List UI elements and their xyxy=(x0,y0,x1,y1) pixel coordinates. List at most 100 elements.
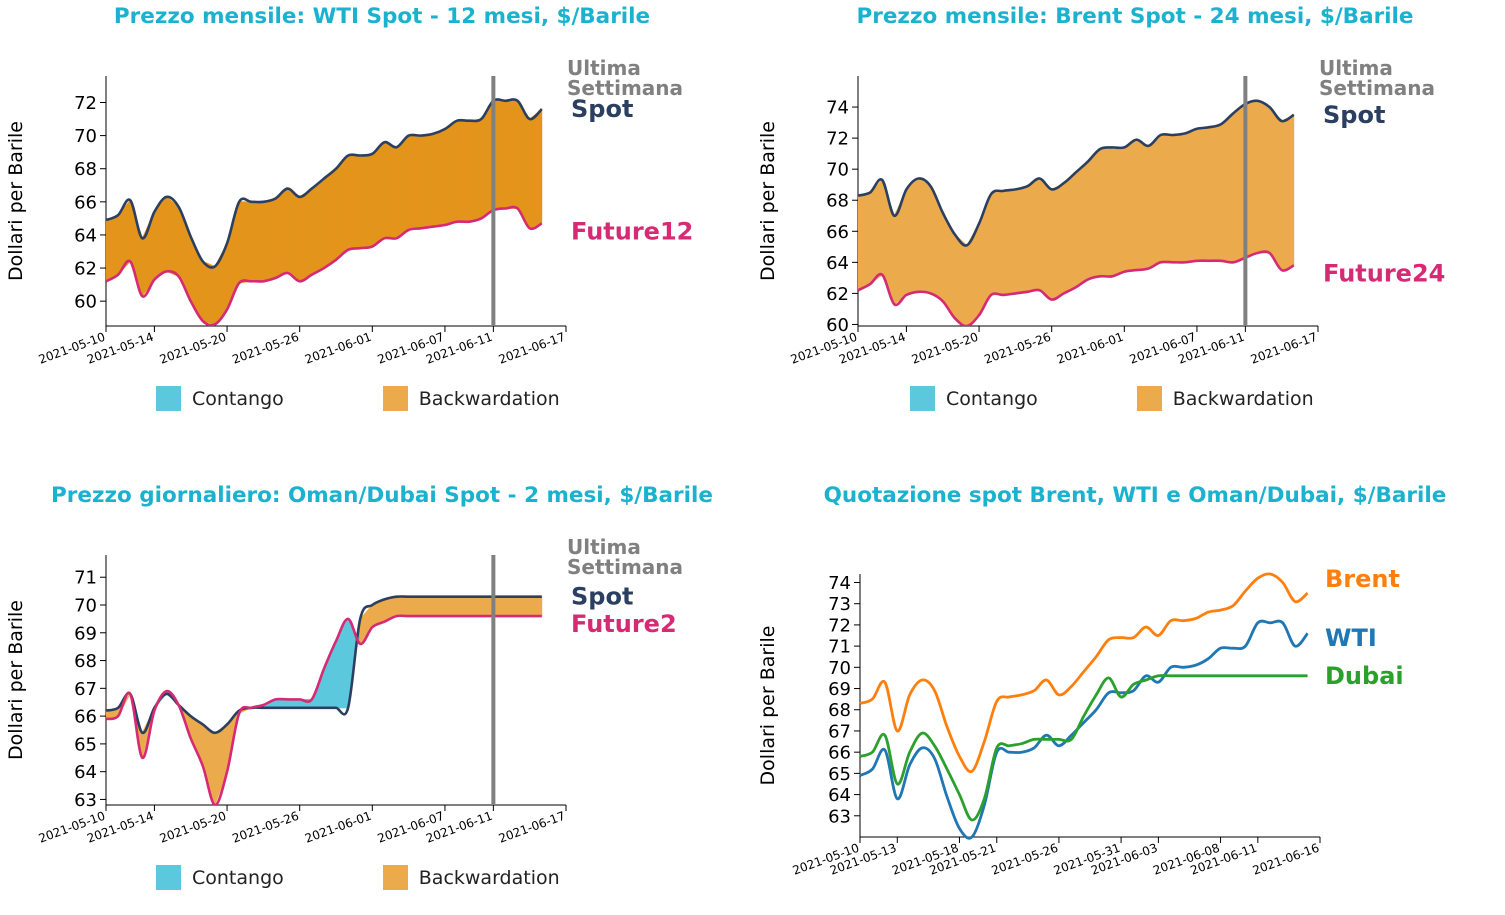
y-tick-label: 64 xyxy=(74,225,97,246)
legend-item-backwardation: Backwardation xyxy=(382,865,560,890)
legend-item-backwardation: Backwardation xyxy=(1136,386,1314,411)
backwardation-area xyxy=(420,133,434,229)
legend-swatch-backwardation xyxy=(1136,386,1162,411)
legend-label-contango: Contango xyxy=(946,387,1038,410)
y-tick-label: 65 xyxy=(74,734,97,755)
y-tick-label: 72 xyxy=(74,93,97,114)
wti-line xyxy=(859,619,1309,840)
legend-dubai: Contango Backwardation xyxy=(156,865,659,890)
y-axis-label: Dollari per Barile xyxy=(757,626,779,786)
backwardation-area xyxy=(1160,134,1174,263)
backwardation-area xyxy=(1087,148,1101,280)
backwardation-area xyxy=(335,154,349,261)
y-tick-label: 68 xyxy=(828,700,851,721)
legend-label-contango: Contango xyxy=(192,387,284,410)
backwardation-area xyxy=(1063,171,1077,295)
y-tick-label: 60 xyxy=(826,315,849,336)
backwardation-area xyxy=(299,187,313,282)
legend-swatch-backwardation xyxy=(382,386,408,411)
future-label: Future12 xyxy=(571,217,693,245)
y-tick-label: 66 xyxy=(828,743,851,764)
y-tick-label: 68 xyxy=(74,159,97,180)
y-tick-label: 70 xyxy=(828,658,851,679)
backwardation-area xyxy=(262,197,276,282)
backwardation-area xyxy=(1196,126,1210,262)
backwardation-area xyxy=(517,596,531,617)
y-tick-label: 66 xyxy=(74,707,97,728)
backwardation-area xyxy=(432,128,446,228)
y-tick-label: 70 xyxy=(74,126,97,147)
contango-area xyxy=(323,640,337,709)
marker-label-line2: Settimana xyxy=(567,555,683,579)
backwardation-area xyxy=(396,134,410,240)
backwardation-area xyxy=(311,177,325,276)
y-tick-label: 62 xyxy=(826,284,849,305)
x-tick-label: 2021-06-01 xyxy=(1055,330,1125,367)
y-tick-label: 71 xyxy=(74,568,97,589)
backwardation-area xyxy=(250,201,264,282)
y-axis-label: Dollari per Barile xyxy=(5,121,27,281)
future-line xyxy=(858,250,1295,326)
legend-swatch-contango xyxy=(910,386,935,411)
plot-area xyxy=(106,98,543,326)
backwardation-area xyxy=(166,196,180,277)
spot-label: Spot xyxy=(1323,101,1385,129)
backwardation-area xyxy=(1281,114,1295,271)
y-tick-label: 70 xyxy=(826,160,849,181)
plot-area xyxy=(106,595,543,805)
spot-label: Spot xyxy=(571,583,633,611)
x-tick-label: 2021-06-17 xyxy=(497,809,567,846)
legend-swatch-contango xyxy=(156,386,181,411)
backwardation-area xyxy=(1039,177,1053,301)
x-tick-label: 2021-05-26 xyxy=(990,841,1060,878)
y-tick-label: 72 xyxy=(826,129,849,150)
y-tick-label: 64 xyxy=(74,762,97,783)
backwardation-area xyxy=(444,596,458,617)
backwardation-area xyxy=(456,596,470,617)
y-tick-label: 67 xyxy=(74,679,97,700)
future-line xyxy=(106,614,542,805)
backwardation-area xyxy=(287,187,301,283)
y-tick-label: 74 xyxy=(826,98,849,119)
backwardation-area xyxy=(371,141,385,248)
backwardation-area xyxy=(432,596,446,617)
x-tick-label: 2021-05-26 xyxy=(230,330,300,367)
future-label: Future2 xyxy=(571,610,677,638)
future-line xyxy=(106,205,543,326)
wti-label: WTI xyxy=(1325,624,1377,652)
y-tick-label: 74 xyxy=(828,573,851,594)
backwardation-area xyxy=(505,596,518,617)
legend-label-backwardation: Backwardation xyxy=(418,866,560,889)
spot-line xyxy=(858,99,1295,247)
y-tick-label: 68 xyxy=(74,651,97,672)
backwardation-area xyxy=(323,167,337,269)
backwardation-area xyxy=(420,596,434,617)
x-tick-label: 2021-05-20 xyxy=(158,809,228,846)
legend-label-contango: Contango xyxy=(192,866,284,889)
y-tick-label: 66 xyxy=(826,222,849,243)
marker-label-line2: Settimana xyxy=(1319,76,1435,100)
marker-label-line1: Ultima xyxy=(567,56,641,80)
backwardation-area xyxy=(990,190,1004,296)
backwardation-area xyxy=(858,191,871,291)
backwardation-area xyxy=(905,177,919,296)
y-tick-label: 62 xyxy=(74,259,97,280)
backwardation-area xyxy=(359,153,373,249)
backwardation-area xyxy=(396,596,410,617)
backwardation-area xyxy=(444,119,458,226)
y-tick-label: 65 xyxy=(828,764,851,785)
backwardation-area xyxy=(1051,182,1065,301)
backwardation-area xyxy=(1172,133,1186,263)
backwardation-area xyxy=(468,118,482,223)
y-tick-label: 70 xyxy=(74,596,97,617)
contango-area xyxy=(335,618,349,709)
backwardation-area xyxy=(1075,160,1089,288)
backwardation-area xyxy=(505,100,518,209)
y-tick-label: 67 xyxy=(828,721,851,742)
backwardation-area xyxy=(1220,112,1234,263)
backwardation-area xyxy=(1148,134,1162,270)
backwardation-area xyxy=(1269,106,1283,272)
legend-swatch-contango xyxy=(156,865,181,890)
